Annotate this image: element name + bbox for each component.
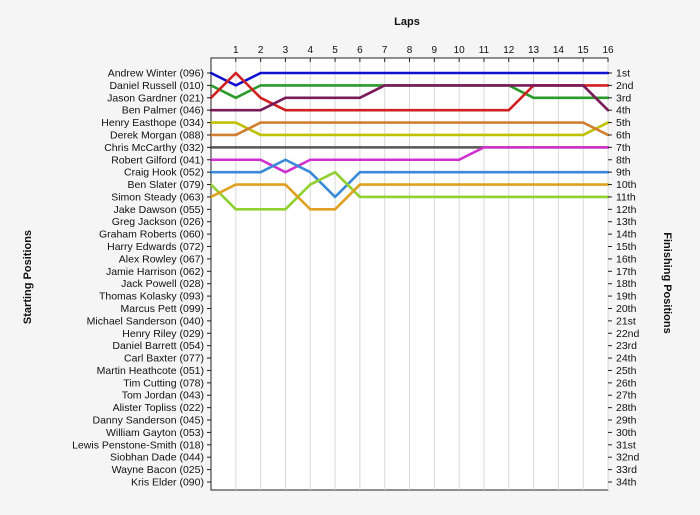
finishing-position-label: 29th <box>616 415 637 427</box>
finishing-position-label: 14th <box>616 229 637 241</box>
x-tick-label: 11 <box>479 45 490 56</box>
x-tick-label: 15 <box>578 45 590 56</box>
starting-position-label: Wayne Bacon (025) <box>112 464 204 476</box>
starting-position-label: Ben Palmer (046) <box>122 105 204 117</box>
starting-position-label: Daniel Russell (010) <box>109 80 204 92</box>
starting-position-label: Michael Sanderson (040) <box>87 315 204 327</box>
finishing-position-label: 32nd <box>616 452 640 464</box>
starting-position-label: Danny Sanderson (045) <box>93 415 205 427</box>
driver-series-line <box>209 71 610 87</box>
starting-position-label: William Gayton (053) <box>106 427 204 439</box>
finishing-position-label: 31st <box>616 439 636 451</box>
starting-position-label: Daniel Barrett (054) <box>112 340 204 352</box>
finishing-position-label: 1st <box>616 68 630 80</box>
starting-position-label: Jason Gardner (021) <box>107 92 204 104</box>
finishing-position-label: 11th <box>616 191 636 203</box>
starting-position-label: Andrew Winter (096) <box>108 68 204 80</box>
driver-series-line <box>209 183 610 211</box>
starting-position-label: Ben Slater (079) <box>128 179 204 191</box>
x-tick-label: 16 <box>602 45 614 56</box>
driver-series-line <box>209 146 610 174</box>
finishing-position-label: 33rd <box>616 464 637 476</box>
finishing-position-label: 24th <box>616 353 637 365</box>
finishing-position-label: 4th <box>616 105 631 117</box>
x-axis-title: Laps <box>394 16 420 28</box>
starting-position-label: Marcus Pett (099) <box>121 303 204 315</box>
finishing-position-label: 10th <box>616 179 637 191</box>
finishing-position-label: 7th <box>616 142 631 154</box>
finishing-position-label: 12th <box>616 204 637 216</box>
driver-series-line <box>209 121 610 137</box>
y-axis-title-right: Finishing Positions <box>661 232 673 333</box>
finishing-position-label: 3rd <box>616 92 631 104</box>
finishing-position-label: 26th <box>616 377 637 389</box>
starting-position-label: Jake Dawson (055) <box>114 204 204 216</box>
starting-position-label: Henry Easthope (034) <box>101 117 204 129</box>
y-axis-title-left: Starting Positions <box>22 230 34 324</box>
driver-series-line <box>209 121 610 137</box>
finishing-position-label: 5th <box>616 117 631 129</box>
finishing-position-label: 17th <box>616 266 637 278</box>
starting-position-label: Thomas Kolasky (093) <box>99 291 204 303</box>
finishing-position-label: 13th <box>616 216 637 228</box>
starting-position-label: Siobhan Dade (044) <box>110 452 204 464</box>
finishing-position-label: 20th <box>616 303 637 315</box>
starting-position-label: Harry Edwards (072) <box>107 241 204 253</box>
finishing-position-label: 21st <box>616 315 636 327</box>
x-tick-label: 5 <box>332 45 338 56</box>
driver-series-line <box>209 170 610 211</box>
x-tick-label: 3 <box>283 45 289 56</box>
starting-position-label: Jamie Harrison (062) <box>106 266 204 278</box>
x-tick-label: 10 <box>454 45 466 56</box>
finishing-position-label: 18th <box>616 278 637 290</box>
finishing-position-label: 28th <box>616 402 637 414</box>
finishing-position-label: 9th <box>616 167 631 179</box>
x-tick-label: 14 <box>553 45 565 56</box>
finishing-position-label: 34th <box>616 477 637 489</box>
starting-position-label: Tim Cutting (078) <box>123 377 204 389</box>
finishing-position-label: 8th <box>616 154 631 166</box>
starting-position-label: Alex Rowley (067) <box>119 253 204 265</box>
finishing-position-label: 2nd <box>616 80 634 92</box>
x-tick-label: 6 <box>357 45 363 56</box>
starting-position-label: Kris Elder (090) <box>131 477 204 489</box>
starting-position-label: Robert Gilford (041) <box>111 154 204 166</box>
starting-position-label: Graham Roberts (060) <box>99 229 204 241</box>
finishing-position-label: 6th <box>616 129 631 141</box>
finishing-position-label: 15th <box>616 241 637 253</box>
starting-position-label: Craig Hook (052) <box>124 167 204 179</box>
starting-position-label: Carl Baxter (077) <box>124 353 204 365</box>
finishing-position-label: 30th <box>616 427 637 439</box>
finishing-position-label: 23rd <box>616 340 637 352</box>
x-tick-label: 13 <box>528 45 540 56</box>
starting-position-label: Derek Morgan (088) <box>110 129 204 141</box>
x-tick-label: 8 <box>407 45 413 56</box>
x-tick-label: 12 <box>503 45 515 56</box>
x-tick-label: 4 <box>307 45 313 56</box>
starting-position-label: Alister Topliss (022) <box>113 402 204 414</box>
x-tick-label: 1 <box>233 45 239 56</box>
starting-position-label: Greg Jackson (026) <box>112 216 204 228</box>
starting-position-label: Lewis Penstone-Smith (018) <box>72 439 204 451</box>
starting-position-label: Henry Riley (029) <box>122 328 204 340</box>
finishing-position-label: 27th <box>616 390 637 402</box>
finishing-position-label: 19th <box>616 291 637 303</box>
driver-series-line <box>209 158 610 199</box>
finishing-position-label: 22nd <box>616 328 640 340</box>
starting-position-label: Chris McCarthy (032) <box>104 142 204 154</box>
starting-position-label: Jack Powell (028) <box>121 278 204 290</box>
x-tick-label: 7 <box>382 45 388 56</box>
finishing-position-label: 16th <box>616 253 637 265</box>
starting-position-label: Martin Heathcote (051) <box>97 365 204 377</box>
starting-position-label: Tom Jordan (043) <box>122 390 204 402</box>
x-tick-label: 2 <box>258 45 264 56</box>
driver-series-line <box>209 84 610 112</box>
finishing-position-label: 25th <box>616 365 637 377</box>
starting-position-label: Simon Steady (063) <box>111 191 204 203</box>
x-tick-label: 9 <box>432 45 438 56</box>
